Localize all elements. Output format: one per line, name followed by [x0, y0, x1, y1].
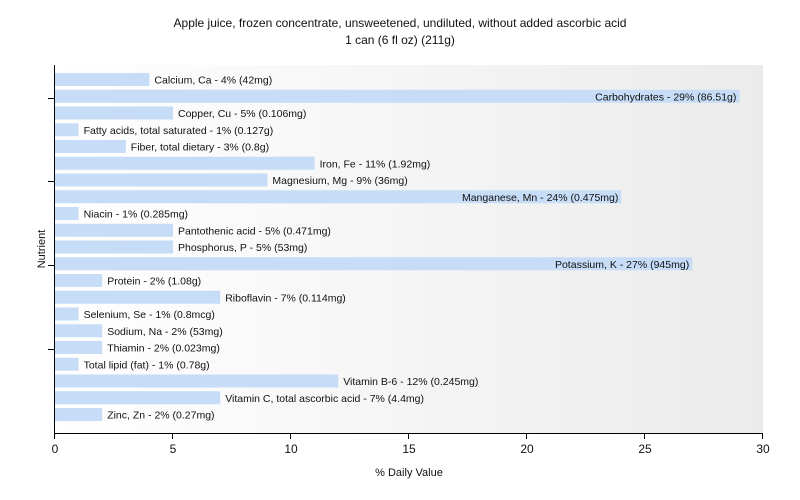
- bar: [55, 173, 268, 187]
- x-tick-label: 30: [756, 442, 770, 456]
- bar: [55, 106, 173, 120]
- bar-label: Vitamin C, total ascorbic acid - 7% (4.4…: [225, 393, 424, 405]
- bar: [55, 408, 103, 421]
- chart-title: Apple juice, frozen concentrate, unsweet…: [174, 16, 627, 30]
- bar: [55, 374, 339, 388]
- bar: [55, 257, 693, 271]
- bar-label: Manganese, Mn - 24% (0.475mg): [462, 192, 618, 204]
- bar-label: Protein - 2% (1.08g): [107, 276, 201, 288]
- bar-label: Vitamin B-6 - 12% (0.245mg): [343, 376, 478, 388]
- bar-label: Copper, Cu - 5% (0.106mg): [178, 108, 306, 120]
- bar: [55, 357, 79, 371]
- x-tick-label: 0: [52, 442, 59, 456]
- bar: [55, 207, 79, 220]
- bars-group: Calcium, Ca - 4% (42mg) Carbohydrates - 2…: [55, 73, 740, 422]
- bar-label: Phosphorus, P - 5% (53mg): [178, 242, 307, 254]
- bar-label: Thiamin - 2% (0.023mg): [107, 343, 220, 355]
- bar: [55, 391, 221, 405]
- y-axis-title: Nutrient: [36, 230, 48, 269]
- x-tick-label: 20: [520, 442, 534, 456]
- x-tick-label: 25: [638, 442, 652, 456]
- bar-label: Selenium, Se - 1% (0.8mcg): [84, 309, 215, 321]
- bar: [55, 274, 103, 287]
- bar-label: Sodium, Na - 2% (53mg): [107, 326, 223, 338]
- bar-label: Calcium, Ca - 4% (42mg): [154, 75, 272, 87]
- bar: [55, 156, 315, 170]
- bar-label: Zinc, Zn - 2% (0.27mg): [107, 410, 214, 422]
- bar-label: Potassium, K - 27% (945mg): [555, 259, 689, 271]
- bar-label: Niacin - 1% (0.285mg): [84, 209, 188, 221]
- bar-label: Fatty acids, total saturated - 1% (0.127…: [84, 125, 274, 137]
- x-tick-label: 10: [284, 442, 298, 456]
- bar: [55, 341, 103, 354]
- bar: [55, 324, 103, 338]
- bar-label: Fiber, total dietary - 3% (0.8g): [131, 142, 269, 154]
- axes-group: 0 5 10 15 20 25 30: [48, 65, 770, 456]
- x-axis-title: % Daily Value: [375, 467, 443, 479]
- bar: [55, 290, 221, 304]
- bar: [55, 190, 622, 204]
- x-tick-label: 5: [170, 442, 177, 456]
- bar: [55, 307, 79, 321]
- bar: [55, 73, 150, 86]
- bar-label: Riboflavin - 7% (0.114mg): [225, 292, 346, 304]
- bar-label: Iron, Fe - 11% (1.92mg): [320, 158, 431, 170]
- bar: [55, 223, 173, 237]
- bar: [55, 240, 173, 254]
- bar-label: Total lipid (fat) - 1% (0.78g): [84, 359, 210, 371]
- bar-label: Magnesium, Mg - 9% (36mg): [272, 175, 407, 187]
- bar: [55, 123, 79, 137]
- chart-subtitle: 1 can (6 fl oz) (211g): [345, 33, 455, 47]
- x-tick-label: 15: [402, 442, 416, 456]
- bar: [55, 140, 126, 153]
- bar: [55, 89, 740, 103]
- bar-label: Pantothenic acid - 5% (0.471mg): [178, 225, 331, 237]
- bar-label: Carbohydrates - 29% (86.51g): [595, 91, 736, 103]
